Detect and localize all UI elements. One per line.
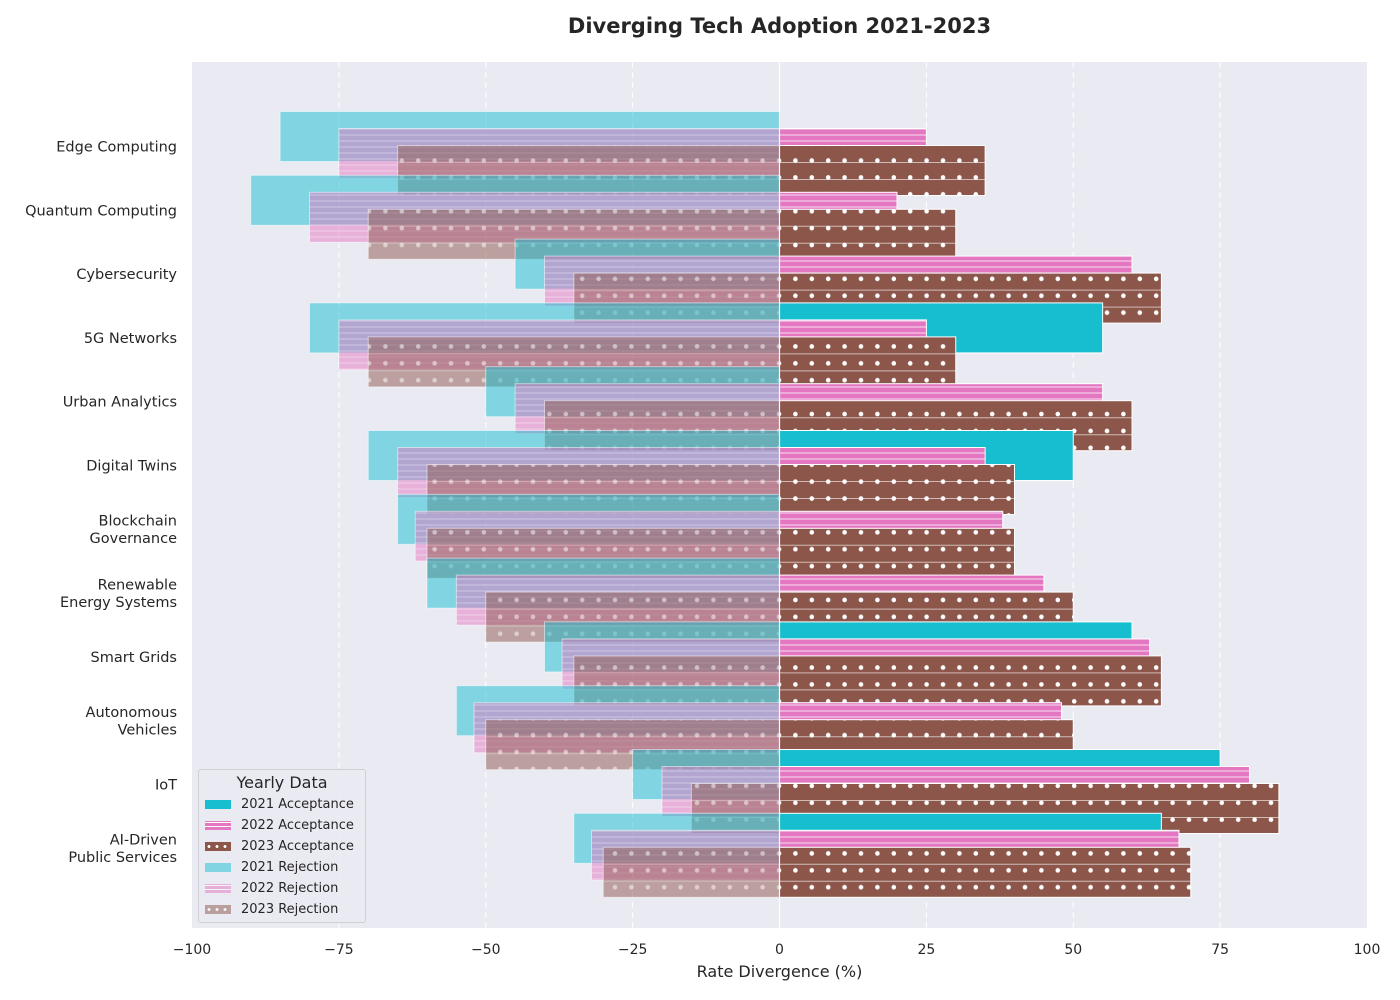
x-tick-label: −100 bbox=[173, 942, 211, 958]
bar-pattern bbox=[779, 209, 956, 260]
category-label-line: Energy Systems bbox=[60, 595, 177, 611]
bar-pattern bbox=[779, 464, 1015, 515]
category-label: Renewable Energy Systems bbox=[60, 577, 177, 611]
category-label: 5G Networks bbox=[84, 331, 177, 347]
category-label-line: Quantum Computing bbox=[25, 203, 177, 219]
category-label: Smart Grids bbox=[91, 650, 177, 666]
chart-title: Diverging Tech Adoption 2021-2023 bbox=[567, 14, 992, 38]
category-label: Quantum Computing bbox=[25, 203, 177, 219]
category-label: IoT bbox=[155, 778, 177, 794]
legend: Yearly Data 2021 Acceptance 2022 Acceptan… bbox=[198, 769, 366, 923]
category-label-line: IoT bbox=[155, 778, 177, 794]
legend-item: 2021 Rejection bbox=[199, 857, 365, 878]
x-tick-label: 25 bbox=[917, 942, 935, 958]
x-tick-label: −75 bbox=[324, 942, 354, 958]
bars bbox=[250, 62, 1280, 928]
bar-pattern bbox=[779, 336, 956, 387]
category-label: AI-Driven Public Services bbox=[68, 833, 177, 867]
legend-label: 2022 Acceptance bbox=[241, 818, 354, 833]
bar-pattern bbox=[603, 847, 780, 898]
category-label: Edge Computing bbox=[56, 140, 177, 156]
category-label-line: AI-Driven bbox=[110, 833, 177, 849]
bar-pattern bbox=[779, 847, 1191, 898]
legend-label: 2021 Acceptance bbox=[241, 797, 354, 812]
x-axis-label: Rate Divergence (%) bbox=[696, 962, 863, 981]
x-tick-label: 0 bbox=[775, 942, 784, 958]
category-label-line: 5G Networks bbox=[84, 331, 177, 347]
x-tick-label: 100 bbox=[1354, 942, 1381, 958]
legend-item: 2021 Acceptance bbox=[199, 794, 365, 815]
legend-swatch bbox=[205, 800, 231, 809]
category-label-line: Urban Analytics bbox=[63, 395, 177, 411]
category-label: Autonomous Vehicles bbox=[86, 705, 177, 739]
legend-swatch bbox=[205, 842, 231, 851]
legend-swatch bbox=[205, 821, 231, 830]
x-tick-label: 50 bbox=[1064, 942, 1082, 958]
category-label-line: Governance bbox=[90, 531, 178, 547]
category-label-line: Digital Twins bbox=[86, 459, 177, 475]
category-label: Digital Twins bbox=[86, 459, 177, 475]
category-label-line: Autonomous bbox=[86, 705, 177, 721]
legend-label: 2023 Rejection bbox=[241, 902, 339, 917]
legend-item: 2023 Acceptance bbox=[199, 836, 365, 857]
bar-pattern bbox=[779, 528, 1015, 579]
category-label-line: Cybersecurity bbox=[76, 267, 177, 283]
category-label: Cybersecurity bbox=[76, 267, 177, 283]
category-label-line: Vehicles bbox=[118, 722, 177, 738]
legend-swatch bbox=[205, 884, 231, 893]
legend-label: 2023 Acceptance bbox=[241, 839, 354, 854]
legend-item: 2022 Rejection bbox=[199, 878, 365, 899]
x-tick-label: −25 bbox=[618, 942, 648, 958]
legend-swatch bbox=[205, 905, 231, 914]
legend-title: Yearly Data bbox=[236, 773, 328, 792]
category-label: Urban Analytics bbox=[63, 395, 177, 411]
category-label-line: Public Services bbox=[68, 850, 177, 866]
category-label-line: Blockchain bbox=[99, 514, 177, 530]
legend-swatch bbox=[205, 863, 231, 872]
x-tick-labels: −100 −75 −50 −25 0 25 50 75 100 bbox=[173, 942, 1381, 958]
legend-label: 2021 Rejection bbox=[241, 860, 339, 875]
legend-item: 2023 Rejection bbox=[199, 899, 365, 920]
category-label: Blockchain Governance bbox=[90, 514, 178, 548]
bar-pattern bbox=[779, 655, 1162, 706]
category-label-line: Smart Grids bbox=[91, 650, 177, 666]
legend-item: 2022 Acceptance bbox=[199, 815, 365, 836]
bar-pattern bbox=[779, 145, 986, 196]
category-label-line: Renewable bbox=[98, 577, 177, 593]
category-label-line: Edge Computing bbox=[56, 140, 177, 156]
x-tick-label: −50 bbox=[471, 942, 501, 958]
legend-label: 2022 Rejection bbox=[241, 881, 339, 896]
x-tick-label: 75 bbox=[1211, 942, 1229, 958]
category-labels: Edge Computing Quantum Computing Cybersecu… bbox=[25, 140, 177, 867]
